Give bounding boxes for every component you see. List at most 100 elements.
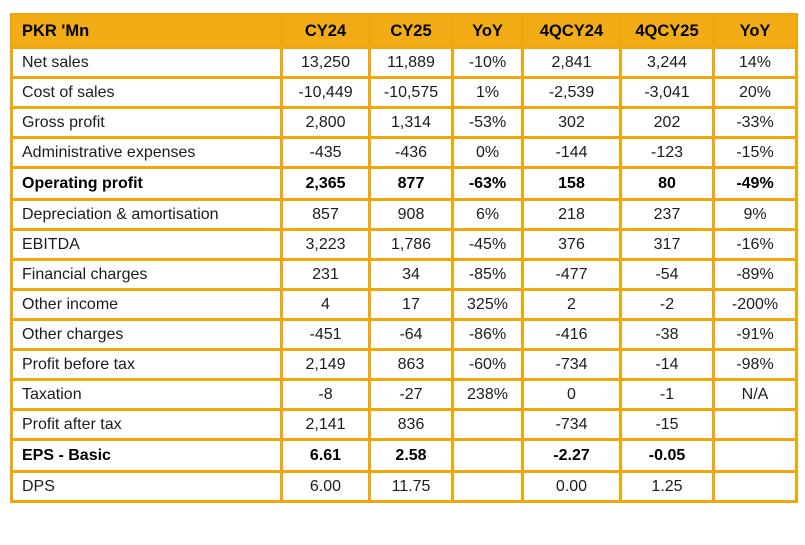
value-cell: -416 (521, 318, 622, 351)
value-cell: 3,223 (280, 228, 371, 261)
value-cell: 2,365 (280, 166, 371, 201)
value-cell: -10,575 (368, 76, 454, 109)
value-cell: -2,539 (521, 76, 622, 109)
value-cell: 908 (368, 198, 454, 231)
value-cell: 1,314 (368, 106, 454, 139)
row-label-cell: Gross profit (10, 106, 283, 139)
row-label-text: Financial charges (22, 266, 148, 283)
row-label-text: EPS - Basic (22, 447, 111, 464)
column-header: CY24 (280, 13, 371, 49)
value-cell: N/A (712, 378, 798, 411)
row-label-text: Net sales (22, 54, 89, 71)
row-label-cell: Net sales (10, 46, 283, 79)
row-label-text: Administrative expenses (22, 144, 196, 161)
value-cell: 0.00 (521, 470, 622, 503)
value-cell: -435 (280, 136, 371, 169)
table-row: Profit after tax 2,141 836 -734 -15 (10, 408, 798, 441)
table-row: Other charges -451 -64 -86% -416 -38 -91% (10, 318, 798, 351)
value-cell: 158 (521, 166, 622, 201)
row-label-cell: Operating profit (10, 166, 283, 201)
value-cell: -14 (619, 348, 715, 381)
value-cell (451, 438, 524, 473)
value-cell: 238% (451, 378, 524, 411)
value-cell: 14% (712, 46, 798, 79)
value-cell: -91% (712, 318, 798, 351)
row-label-cell: Administrative expenses (10, 136, 283, 169)
value-cell: 302 (521, 106, 622, 139)
value-cell: -16% (712, 228, 798, 261)
value-cell: 17 (368, 288, 454, 321)
row-label-cell: EPS - Basic (10, 438, 283, 473)
value-cell: -53% (451, 106, 524, 139)
value-cell: 202 (619, 106, 715, 139)
value-cell (712, 470, 798, 503)
value-cell: 325% (451, 288, 524, 321)
value-cell: -27 (368, 378, 454, 411)
table-body: Net sales 13,250 11,889 -10% 2,841 3,244 14% Co… (10, 46, 798, 503)
value-cell: 2,841 (521, 46, 622, 79)
row-label-cell: Profit after tax (10, 408, 283, 441)
row-label-text: Other income (22, 296, 119, 313)
table-row: Other income 4 17 325% 2 -2 -200% (10, 288, 798, 321)
row-label-text: Profit after tax (22, 416, 122, 433)
value-cell: -15 (619, 408, 715, 441)
value-cell: -89% (712, 258, 798, 291)
row-label-cell: Financial charges (10, 258, 283, 291)
value-cell: 2,141 (280, 408, 371, 441)
value-cell: 6.00 (280, 470, 371, 503)
value-cell: -54 (619, 258, 715, 291)
column-header: YoY (451, 13, 524, 49)
table-row: Gross profit 2,800 1,314 -53% 302 202 -33% (10, 106, 798, 139)
value-cell: -451 (280, 318, 371, 351)
value-cell: 9% (712, 198, 798, 231)
value-cell: -2.27 (521, 438, 622, 473)
value-cell: 2.58 (368, 438, 454, 473)
table-row: Profit before tax 2,149 863 -60% -734 -14 -98% (10, 348, 798, 381)
value-cell: -436 (368, 136, 454, 169)
value-cell: -45% (451, 228, 524, 261)
value-cell: 11.75 (368, 470, 454, 503)
value-cell: 237 (619, 198, 715, 231)
value-cell: -144 (521, 136, 622, 169)
value-cell: 3,244 (619, 46, 715, 79)
value-cell (451, 408, 524, 441)
value-cell: -63% (451, 166, 524, 201)
value-cell: -15% (712, 136, 798, 169)
value-cell: 11,889 (368, 46, 454, 79)
value-cell: 857 (280, 198, 371, 231)
value-cell: 0 (521, 378, 622, 411)
column-header: 4QCY25 (619, 13, 715, 49)
value-cell: 0% (451, 136, 524, 169)
value-cell: 376 (521, 228, 622, 261)
table-row: Financial charges 231 34 -85% -477 -54 -89% (10, 258, 798, 291)
column-header: CY25 (368, 13, 454, 49)
column-header: 4QCY24 (521, 13, 622, 49)
value-cell: -10,449 (280, 76, 371, 109)
row-label-text: Other charges (22, 326, 124, 343)
table-row: Operating profit 2,365 877 -63% 158 80 -49% (10, 166, 798, 201)
value-cell: 34 (368, 258, 454, 291)
value-cell: 231 (280, 258, 371, 291)
row-label-cell: Cost of sales (10, 76, 283, 109)
value-cell: -98% (712, 348, 798, 381)
value-cell: 1.25 (619, 470, 715, 503)
column-header: YoY (712, 13, 798, 49)
financial-results-container: PKR 'Mn CY24 CY25 YoY 4QCY24 4QCY25 YoY Net sa… (10, 13, 798, 503)
value-cell: 6.61 (280, 438, 371, 473)
financial-results-table: PKR 'Mn CY24 CY25 YoY 4QCY24 4QCY25 YoY Net sa… (10, 13, 798, 503)
table-row: Net sales 13,250 11,889 -10% 2,841 3,244 14% (10, 46, 798, 79)
table-row: Cost of sales -10,449 -10,575 1% -2,539 -3,04… (10, 76, 798, 109)
value-cell: -0.05 (619, 438, 715, 473)
value-cell: -2 (619, 288, 715, 321)
row-label-text: Profit before tax (22, 356, 135, 373)
row-label-text: EBITDA (22, 236, 80, 253)
value-cell: 218 (521, 198, 622, 231)
value-cell: 836 (368, 408, 454, 441)
value-cell: -86% (451, 318, 524, 351)
value-cell (712, 408, 798, 441)
table-row: Depreciation & amortisation 857 908 6% 218 23… (10, 198, 798, 231)
value-cell: -734 (521, 408, 622, 441)
value-cell: 2,149 (280, 348, 371, 381)
header-row: PKR 'Mn CY24 CY25 YoY 4QCY24 4QCY25 YoY (10, 13, 798, 49)
value-cell: 2,800 (280, 106, 371, 139)
